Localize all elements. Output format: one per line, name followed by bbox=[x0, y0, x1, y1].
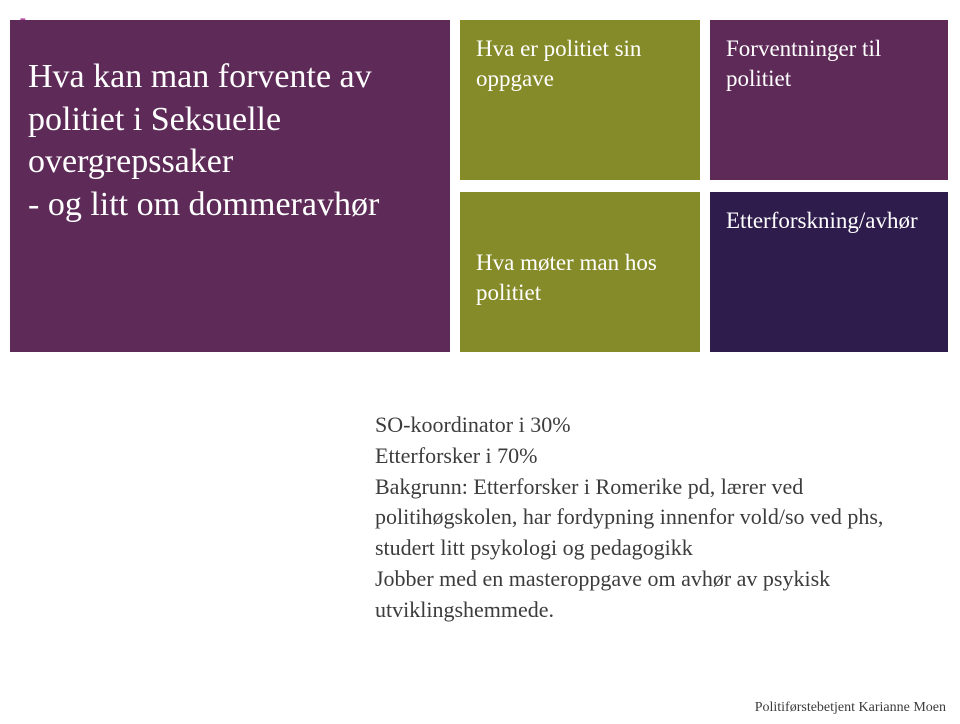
footer-author: Politiførstebetjent Karianne Moen bbox=[755, 700, 946, 716]
title-text: Hva kan man forvente av politiet i Seksu… bbox=[28, 56, 432, 226]
slide: + Hva kan man forvente av politiet i Sek… bbox=[0, 0, 960, 724]
tile-investigation-text: Etterforskning/avhør bbox=[726, 206, 932, 236]
tile-expectations: Forventninger til politiet bbox=[710, 20, 948, 180]
tile-meet-text: Hva møter man hos politiet bbox=[476, 248, 684, 308]
tile-task: Hva er politiet sin oppgave bbox=[460, 20, 700, 180]
tile-investigation: Etterforskning/avhør bbox=[710, 192, 948, 352]
tile-expectations-text: Forventninger til politiet bbox=[726, 34, 932, 94]
tile-meet: Hva møter man hos politiet bbox=[460, 192, 700, 352]
title-block: Hva kan man forvente av politiet i Seksu… bbox=[10, 20, 450, 352]
body-text: SO-koordinator i 30%Etterforsker i 70%Ba… bbox=[375, 410, 935, 626]
tile-task-text: Hva er politiet sin oppgave bbox=[476, 34, 684, 94]
